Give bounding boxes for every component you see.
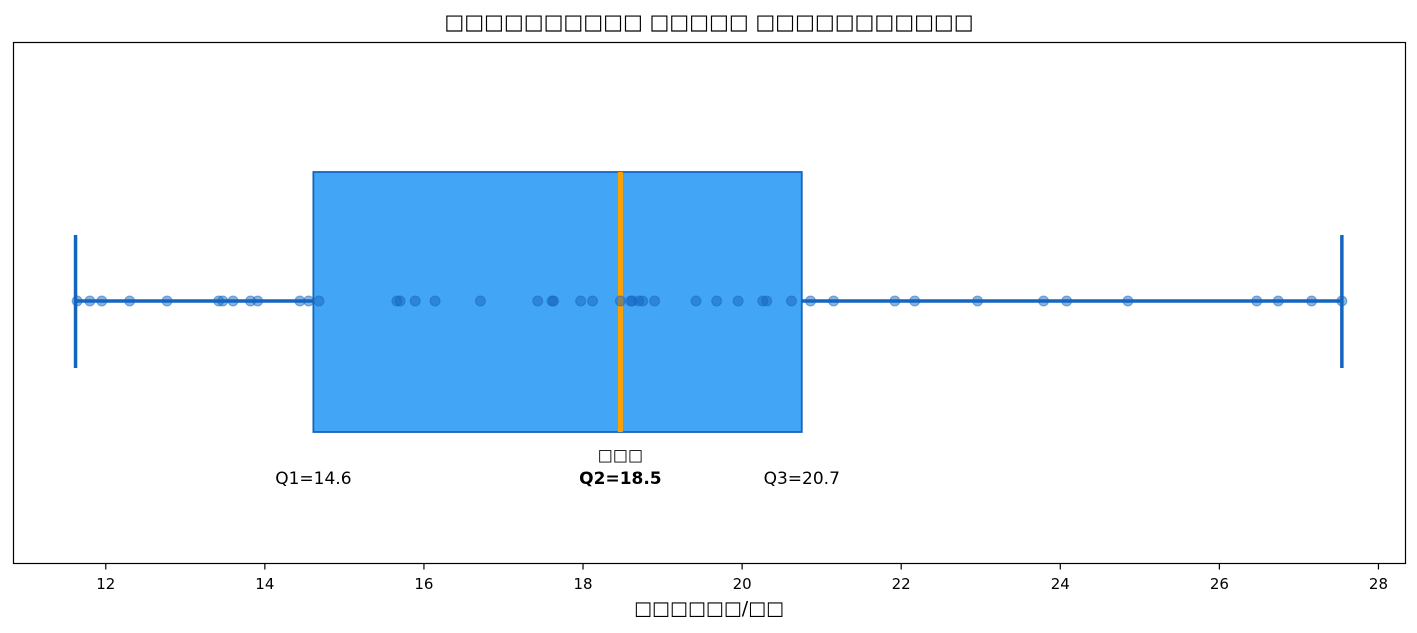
x-tick-label: 20 — [733, 575, 752, 593]
data-point — [474, 295, 486, 307]
x-tick-label: 24 — [1051, 575, 1070, 593]
data-point — [828, 295, 840, 307]
x-tick-label: 28 — [1369, 575, 1388, 593]
chart-title: □□□□□□□□□□ □□□□□ □□□□□□□□□□□ — [444, 10, 973, 34]
data-point — [303, 295, 315, 307]
x-tick-label: 14 — [255, 575, 274, 593]
data-point — [649, 295, 661, 307]
data-point — [614, 295, 626, 307]
data-point — [1038, 295, 1050, 307]
data-point — [84, 295, 96, 307]
x-tick-label: 18 — [573, 575, 592, 593]
data-point — [161, 295, 173, 307]
data-point — [548, 295, 560, 307]
data-point — [587, 295, 599, 307]
data-point — [409, 295, 421, 307]
quartile-label: Q1=14.6 — [275, 469, 351, 489]
data-point — [711, 295, 723, 307]
median-label: □□□ — [598, 446, 643, 465]
data-point — [1251, 295, 1263, 307]
data-point — [71, 295, 83, 307]
quartile-label: Q3=20.7 — [764, 469, 840, 489]
data-point — [785, 295, 797, 307]
quartile-label: Q2=18.5 — [579, 469, 661, 489]
x-tick-label: 26 — [1210, 575, 1229, 593]
data-point — [217, 295, 229, 307]
data-point — [972, 295, 984, 307]
data-point — [394, 295, 406, 307]
data-point — [429, 295, 441, 307]
data-point — [1061, 295, 1073, 307]
x-tick-label: 16 — [414, 575, 433, 593]
data-point — [805, 295, 817, 307]
x-tick-label: 22 — [892, 575, 911, 593]
data-point — [637, 295, 649, 307]
plot-frame — [12, 41, 1407, 565]
x-tick-label: 12 — [96, 575, 115, 593]
data-point — [227, 295, 239, 307]
x-axis-label: □□□□□□/□□ — [634, 598, 784, 620]
data-point — [909, 295, 921, 307]
data-point — [124, 295, 136, 307]
data-point — [96, 295, 108, 307]
data-point — [1272, 295, 1284, 307]
data-point — [1122, 295, 1134, 307]
data-point — [761, 295, 773, 307]
data-point — [252, 295, 264, 307]
data-point — [532, 295, 544, 307]
data-point — [1336, 295, 1348, 307]
data-point — [732, 295, 744, 307]
data-point — [313, 295, 325, 307]
data-point — [575, 295, 587, 307]
data-point — [1306, 295, 1318, 307]
data-point — [690, 295, 702, 307]
data-point — [889, 295, 901, 307]
